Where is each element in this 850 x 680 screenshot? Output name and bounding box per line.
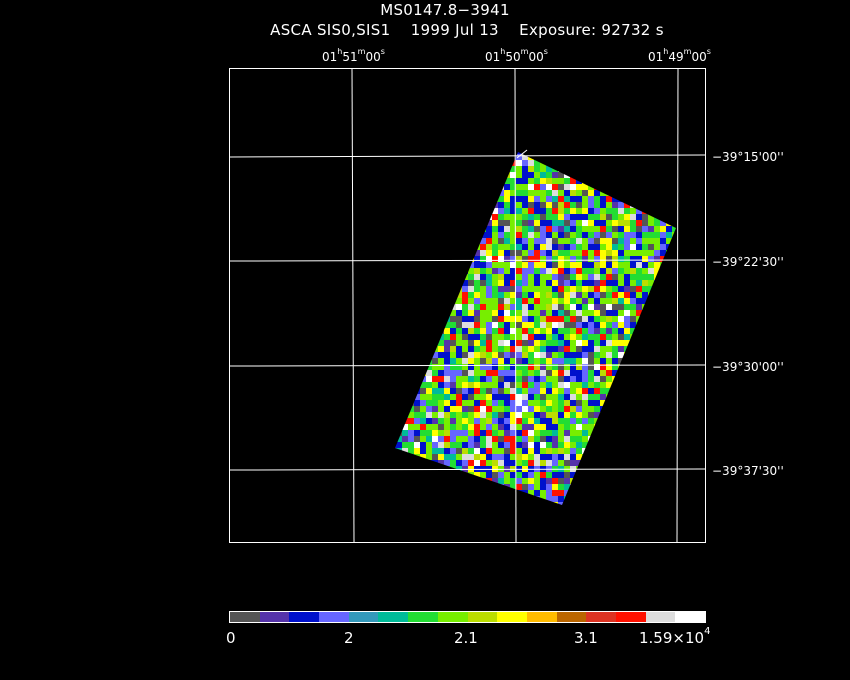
dec-gridline-4 bbox=[228, 468, 706, 471]
colorbar-swatch bbox=[497, 612, 527, 622]
dec-gridline-3 bbox=[228, 364, 706, 367]
ra-gridline-3 bbox=[676, 67, 679, 543]
ra-label-3: 01h49m00s bbox=[648, 47, 711, 64]
dec-label-2: −39°22'30'' bbox=[712, 255, 784, 269]
ra-label-2: 01h50m00s bbox=[485, 47, 548, 64]
colorbar-swatch bbox=[319, 612, 349, 622]
colorbar-label-2: 2.1 bbox=[454, 629, 478, 647]
dec-label-1: −39°15'00'' bbox=[712, 150, 784, 164]
colorbar-label-0: 0 bbox=[226, 629, 236, 647]
colorbar-label-1: 2 bbox=[344, 629, 354, 647]
colorbar-swatch bbox=[556, 612, 587, 622]
coordinate-grid bbox=[228, 67, 706, 543]
colorbar-swatch bbox=[378, 612, 409, 622]
colorbar bbox=[229, 611, 706, 623]
plot-frame bbox=[229, 68, 706, 543]
colorbar-swatch bbox=[615, 612, 646, 622]
dec-gridline-1 bbox=[228, 154, 706, 158]
colorbar-swatch bbox=[230, 612, 260, 622]
ra-tick bbox=[516, 149, 528, 159]
colorbar-swatch bbox=[259, 612, 290, 622]
dec-label-3: −39°30'00'' bbox=[712, 360, 784, 374]
ra-gridline-1 bbox=[351, 67, 355, 543]
colorbar-swatch bbox=[289, 612, 320, 622]
ra-gridline-2 bbox=[514, 67, 517, 543]
colorbar-swatch bbox=[526, 612, 557, 622]
colorbar-swatch bbox=[675, 612, 705, 622]
image-title: MS0147.8−3941 bbox=[380, 1, 510, 19]
colorbar-label-4: 1.59×104 bbox=[639, 626, 711, 647]
colorbar-swatch bbox=[437, 612, 468, 622]
dec-gridline-2 bbox=[228, 259, 706, 262]
colorbar-swatch bbox=[348, 612, 379, 622]
colorbar-swatch bbox=[467, 612, 498, 622]
colorbar-swatch bbox=[586, 612, 616, 622]
colorbar-label-3: 3.1 bbox=[574, 629, 598, 647]
dec-label-4: −39°37'30'' bbox=[712, 464, 784, 478]
ra-label-1: 01h51m00s bbox=[322, 47, 385, 64]
colorbar-swatch bbox=[645, 612, 676, 622]
colorbar-swatch bbox=[408, 612, 438, 622]
x-ray-detector-image bbox=[395, 152, 676, 505]
image-subtitle: ASCA SIS0,SIS1 1999 Jul 13 Exposure: 927… bbox=[270, 21, 664, 39]
